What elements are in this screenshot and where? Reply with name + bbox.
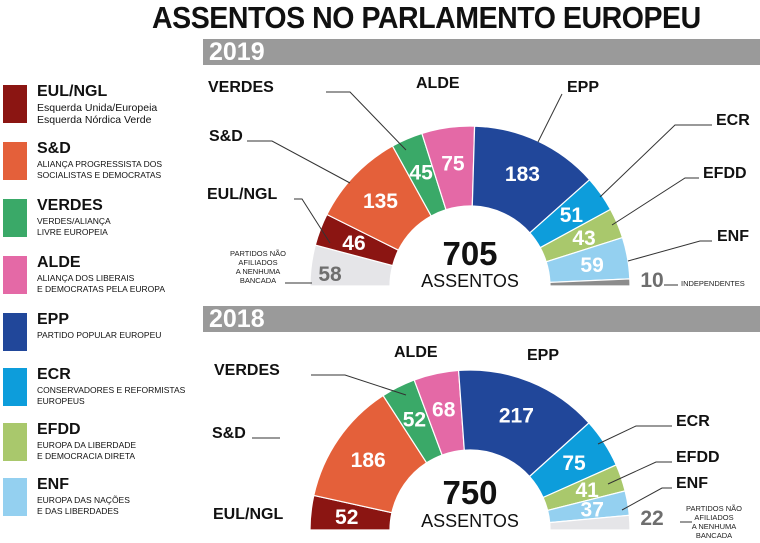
party-label: EUL/NGL xyxy=(213,506,283,523)
leader-line xyxy=(537,93,563,143)
year-bar-2019: 2019 xyxy=(203,38,760,66)
value-label: 135 xyxy=(363,190,398,213)
note-label: AFILIADOS xyxy=(238,258,277,267)
legend-name: ECR xyxy=(37,366,71,383)
note-label: A NENHUMA xyxy=(236,267,281,276)
legend-swatch xyxy=(3,478,27,516)
leader-line xyxy=(611,177,699,226)
value-label: 68 xyxy=(432,398,456,421)
value-label: 58 xyxy=(318,263,342,286)
value-label: 75 xyxy=(441,153,465,176)
legend-description: EUROPA DA LIBERDADE E DEMOCRACIA DIRETA xyxy=(37,440,137,461)
legend-swatch xyxy=(3,256,27,294)
total-seats-label: ASSENTOS xyxy=(421,271,519,291)
party-label: ECR xyxy=(676,413,710,430)
total-seats-label: ASSENTOS xyxy=(421,511,519,531)
legend-name: EUL/NGL xyxy=(37,83,108,100)
party-label: S&D xyxy=(209,128,243,145)
value-label: 37 xyxy=(581,499,604,522)
legend-name: VERDES xyxy=(37,197,103,214)
note-label: BANCADA xyxy=(696,531,732,540)
value-label: 52 xyxy=(403,409,426,432)
year-bar-2018: 2018 xyxy=(203,305,760,333)
legend-swatch xyxy=(3,423,27,461)
legend-swatch xyxy=(3,85,27,123)
legend-description: ALIANÇA PROGRESSISTA DOS SOCIALISTAS E DE… xyxy=(37,159,163,180)
year-label-2018: 2018 xyxy=(209,305,265,333)
seat-wedge xyxy=(549,514,631,531)
value-label: 41 xyxy=(576,479,600,502)
leader-line xyxy=(607,461,672,485)
value-label: 52 xyxy=(335,506,358,529)
seat-wedge xyxy=(549,278,631,287)
value-label: 59 xyxy=(580,254,603,277)
legend-swatch xyxy=(3,313,27,351)
note-label: PARTIDOS NÃO xyxy=(230,249,286,258)
value-label: 10 xyxy=(640,269,663,292)
legend-description: ALIANÇA DOS LIBERAIS E DEMOCRATAS PELA EU… xyxy=(37,273,166,294)
leader-line xyxy=(326,91,407,151)
party-label: VERDES xyxy=(208,79,274,96)
value-label: 183 xyxy=(505,163,540,186)
legend-description: PARTIDO POPULAR EUROPEU xyxy=(37,330,162,340)
party-label: EPP xyxy=(527,347,559,364)
leader-line xyxy=(247,140,351,184)
value-label: 217 xyxy=(499,405,534,428)
note-label: PARTIDOS NÃO xyxy=(686,504,742,513)
legend-description: VERDES/ALIANÇA LIVRE EUROPEIA xyxy=(37,216,111,237)
leader-line xyxy=(597,425,672,445)
legend-name: S&D xyxy=(37,140,71,157)
leader-line xyxy=(627,240,712,262)
legend-name: ALDE xyxy=(37,254,81,271)
legend-description: CONSERVADORES E REFORMISTAS EUROPEUS xyxy=(37,385,186,406)
party-label: VERDES xyxy=(214,362,280,379)
note-label: INDEPENDENTES xyxy=(681,279,745,288)
legend-description: EUROPA DAS NAÇÕES E DAS LIBERDADES xyxy=(37,495,130,516)
party-label: EFDD xyxy=(703,165,747,182)
value-label: 46 xyxy=(342,232,365,255)
party-label: EPP xyxy=(567,79,599,96)
legend-name: EFDD xyxy=(37,421,81,438)
party-label: ALDE xyxy=(394,344,438,361)
legend-description: Esquerda Unida/Europeia Esquerda Nórdica … xyxy=(37,102,158,126)
total-seats: 705 xyxy=(442,235,497,272)
note-label: BANCADA xyxy=(240,276,276,285)
party-label: ALDE xyxy=(416,75,460,92)
party-label: EFDD xyxy=(676,449,720,466)
value-label: 22 xyxy=(640,507,663,530)
legend-name: ENF xyxy=(37,476,69,493)
legend-name: EPP xyxy=(37,311,70,328)
value-label: 186 xyxy=(351,449,386,472)
leader-line xyxy=(311,374,407,396)
legend-swatch xyxy=(3,199,27,237)
legend-swatch xyxy=(3,142,27,180)
party-label: ENF xyxy=(676,475,708,492)
value-label: 51 xyxy=(560,204,584,227)
leader-line xyxy=(599,124,712,198)
party-label: ECR xyxy=(716,112,750,129)
legend-swatch xyxy=(3,368,27,406)
total-seats: 750 xyxy=(442,474,497,511)
note-label: AFILIADOS xyxy=(694,513,733,522)
chart-title: ASSENTOS NO PARLAMENTO EUROPEU xyxy=(152,0,701,35)
leader-line xyxy=(621,487,672,511)
value-label: 75 xyxy=(562,452,586,475)
leader-line xyxy=(294,198,331,244)
party-label: EUL/NGL xyxy=(207,186,277,203)
note-label: A NENHUMA xyxy=(692,522,737,531)
party-label: ENF xyxy=(717,228,749,245)
party-label: S&D xyxy=(212,425,246,442)
value-label: 45 xyxy=(409,162,433,185)
year-label-2019: 2019 xyxy=(209,38,265,66)
value-label: 43 xyxy=(572,227,595,250)
